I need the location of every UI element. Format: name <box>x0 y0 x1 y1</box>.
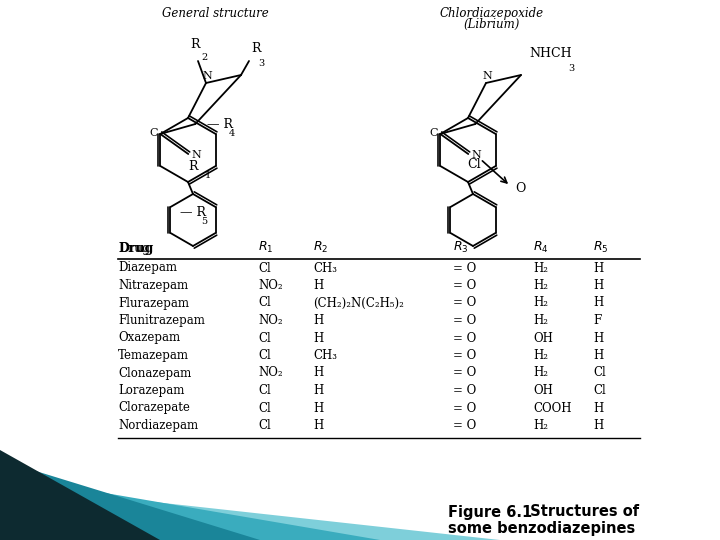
Text: NHCH: NHCH <box>529 47 572 60</box>
Text: (Librium): (Librium) <box>464 18 520 31</box>
Text: N: N <box>202 71 212 81</box>
Text: NO₂: NO₂ <box>258 367 283 380</box>
Text: H₂: H₂ <box>533 367 548 380</box>
Text: R: R <box>188 159 198 172</box>
Text: 4: 4 <box>228 129 235 138</box>
Text: H: H <box>313 279 323 292</box>
Text: = O: = O <box>453 332 476 345</box>
Text: Clorazepate: Clorazepate <box>118 402 190 415</box>
Text: 5: 5 <box>202 217 207 226</box>
Polygon shape <box>0 460 260 540</box>
Text: Cl: Cl <box>593 384 606 397</box>
Text: = O: = O <box>453 367 476 380</box>
Text: H: H <box>313 402 323 415</box>
Text: H: H <box>313 367 323 380</box>
Text: N: N <box>192 150 201 160</box>
Text: CH₃: CH₃ <box>313 261 337 274</box>
Text: H: H <box>313 419 323 432</box>
Text: some benzodiazepines: some benzodiazepines <box>448 521 635 536</box>
Text: = O: = O <box>453 314 476 327</box>
Text: = O: = O <box>453 261 476 274</box>
Text: H₂: H₂ <box>533 419 548 432</box>
Text: 1: 1 <box>204 171 211 180</box>
Text: Figure 6.1: Figure 6.1 <box>448 504 532 519</box>
Text: Nitrazepam: Nitrazepam <box>118 279 188 292</box>
Text: General structure: General structure <box>161 7 269 20</box>
Text: Flunitrazepam: Flunitrazepam <box>118 314 205 327</box>
Text: R: R <box>251 42 261 55</box>
Text: COOH: COOH <box>533 402 572 415</box>
Text: Cl: Cl <box>258 402 271 415</box>
Polygon shape <box>0 475 380 540</box>
Text: (CH₂)₂N(C₂H₅)₂: (CH₂)₂N(C₂H₅)₂ <box>313 296 404 309</box>
Text: Cl: Cl <box>258 349 271 362</box>
Text: R: R <box>190 38 199 51</box>
Text: H: H <box>313 332 323 345</box>
Text: H: H <box>593 296 603 309</box>
Text: = O: = O <box>453 402 476 415</box>
Text: Cl: Cl <box>258 261 271 274</box>
Text: Drug: Drug <box>118 242 150 255</box>
Text: Chlordiazepoxide: Chlordiazepoxide <box>440 7 544 20</box>
Text: — R: — R <box>207 118 233 131</box>
Text: H: H <box>313 314 323 327</box>
Text: Lorazepam: Lorazepam <box>118 384 184 397</box>
Text: CH₃: CH₃ <box>313 349 337 362</box>
Text: NO₂: NO₂ <box>258 279 283 292</box>
Text: Drug: Drug <box>118 242 153 255</box>
Text: Cl: Cl <box>258 296 271 309</box>
Text: $R_2$: $R_2$ <box>313 240 328 255</box>
Text: Structures of: Structures of <box>520 504 639 519</box>
Text: Cl: Cl <box>258 419 271 432</box>
Text: NO₂: NO₂ <box>258 314 283 327</box>
Text: 3: 3 <box>258 59 264 68</box>
Text: = O: = O <box>453 349 476 362</box>
Text: H₂: H₂ <box>533 314 548 327</box>
Text: O: O <box>516 181 526 194</box>
Text: $R_3$: $R_3$ <box>453 240 469 255</box>
Text: Diazepam: Diazepam <box>118 261 177 274</box>
Text: Cl: Cl <box>258 332 271 345</box>
Polygon shape <box>0 450 160 540</box>
Text: Cl: Cl <box>467 158 481 171</box>
Text: 3: 3 <box>568 64 575 73</box>
Text: Nordiazepam: Nordiazepam <box>118 419 198 432</box>
Text: H: H <box>593 419 603 432</box>
Text: Cl: Cl <box>593 367 606 380</box>
Text: C: C <box>430 128 438 138</box>
Text: $R_5$: $R_5$ <box>593 240 608 255</box>
Text: Temazepam: Temazepam <box>118 349 189 362</box>
Text: H: H <box>593 279 603 292</box>
Text: Oxazepam: Oxazepam <box>118 332 180 345</box>
Text: H: H <box>593 349 603 362</box>
Text: H: H <box>593 332 603 345</box>
Text: C: C <box>150 128 158 138</box>
Text: 2: 2 <box>201 53 207 62</box>
Text: Cl: Cl <box>258 384 271 397</box>
Text: H₂: H₂ <box>533 279 548 292</box>
Text: H₂: H₂ <box>533 296 548 309</box>
Text: N: N <box>472 150 481 160</box>
Text: H: H <box>313 384 323 397</box>
Polygon shape <box>0 485 500 540</box>
Text: — R: — R <box>181 206 207 219</box>
Text: H₂: H₂ <box>533 261 548 274</box>
Text: H: H <box>593 261 603 274</box>
Text: $R_1$: $R_1$ <box>258 240 274 255</box>
Text: N: N <box>482 71 492 81</box>
Text: OH: OH <box>533 332 553 345</box>
Text: H: H <box>593 402 603 415</box>
Text: = O: = O <box>453 296 476 309</box>
Text: = O: = O <box>453 419 476 432</box>
Text: OH: OH <box>533 384 553 397</box>
Text: = O: = O <box>453 384 476 397</box>
Text: $R_4$: $R_4$ <box>533 240 549 255</box>
Text: F: F <box>593 314 601 327</box>
Text: Clonazepam: Clonazepam <box>118 367 192 380</box>
Text: Flurazepam: Flurazepam <box>118 296 189 309</box>
Text: H₂: H₂ <box>533 349 548 362</box>
Text: = O: = O <box>453 279 476 292</box>
